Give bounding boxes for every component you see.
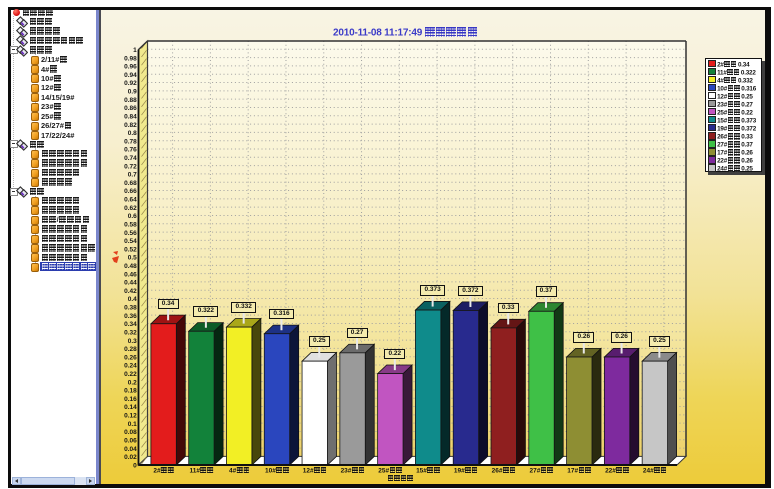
svg-text:0.72: 0.72 [124,163,137,170]
svg-text:0.5: 0.5 [128,255,137,262]
svg-text:0.76: 0.76 [124,147,137,154]
svg-text:0.48: 0.48 [124,263,137,270]
svg-text:0.62: 0.62 [124,205,137,212]
svg-text:0.2: 0.2 [128,379,137,386]
svg-text:0.3: 0.3 [128,338,137,345]
svg-text:0.14: 0.14 [124,404,137,411]
svg-text:0.96: 0.96 [124,64,137,71]
svg-text:0.46: 0.46 [124,271,137,278]
svg-text:0.26: 0.26 [124,354,137,361]
svg-text:0.1: 0.1 [128,421,137,428]
svg-text:0.9: 0.9 [128,89,137,96]
svg-text:0.18: 0.18 [124,388,137,395]
svg-text:0: 0 [133,462,137,469]
svg-text:0.02: 0.02 [124,454,137,461]
svg-text:1: 1 [133,47,137,54]
svg-text:0.22: 0.22 [124,371,137,378]
svg-text:0.56: 0.56 [124,230,137,237]
svg-text:0.68: 0.68 [124,180,137,187]
svg-text:0.28: 0.28 [124,346,137,353]
svg-text:0.06: 0.06 [124,437,137,444]
svg-text:0.16: 0.16 [124,396,137,403]
svg-text:0.86: 0.86 [124,105,137,112]
svg-text:0.4: 0.4 [128,296,137,303]
svg-text:0.08: 0.08 [124,429,137,436]
svg-text:0.38: 0.38 [124,305,137,312]
svg-text:0.64: 0.64 [124,197,137,204]
svg-text:0.66: 0.66 [124,188,137,195]
svg-text:0.92: 0.92 [124,80,137,87]
svg-text:0.8: 0.8 [128,130,137,137]
svg-text:0.04: 0.04 [124,446,137,453]
svg-text:0.36: 0.36 [124,313,137,320]
svg-text:0.34: 0.34 [124,321,137,328]
svg-text:0.12: 0.12 [124,413,137,420]
svg-text:0.82: 0.82 [124,122,137,129]
svg-text:0.52: 0.52 [124,246,137,253]
svg-text:0.32: 0.32 [124,329,137,336]
svg-text:0.42: 0.42 [124,288,137,295]
svg-text:0.44: 0.44 [124,280,137,287]
svg-text:0.98: 0.98 [124,55,137,62]
svg-text:0.88: 0.88 [124,97,137,104]
svg-text:0.6: 0.6 [128,213,137,220]
svg-text:0.58: 0.58 [124,221,137,228]
svg-text:0.74: 0.74 [124,155,137,162]
svg-text:0.54: 0.54 [124,238,137,245]
svg-text:0.94: 0.94 [124,72,137,79]
svg-text:0.78: 0.78 [124,138,137,145]
svg-text:0.7: 0.7 [128,172,137,179]
svg-text:0.84: 0.84 [124,113,137,120]
svg-text:0.24: 0.24 [124,363,137,370]
